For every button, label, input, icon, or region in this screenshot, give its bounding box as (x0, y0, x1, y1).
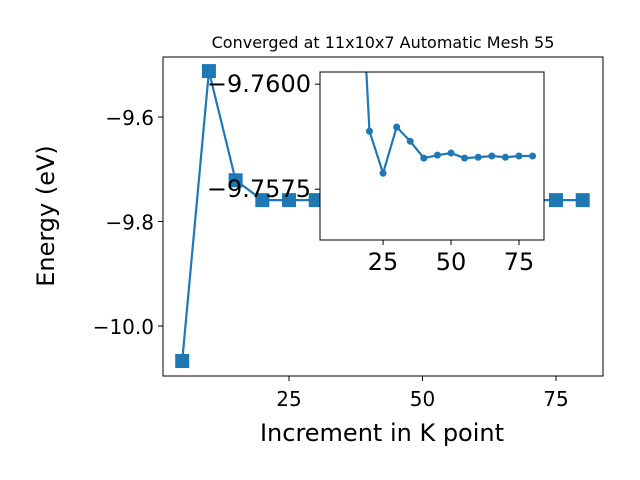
x-tick-label: 25 (276, 387, 301, 411)
axes-frame (162, 56, 604, 377)
marker (433, 151, 441, 159)
marker (175, 354, 190, 369)
marker (529, 152, 537, 160)
y-tick-label: −9.7575 (207, 175, 311, 203)
marker (228, 173, 243, 188)
x-tick-label: 25 (368, 248, 399, 276)
marker (549, 193, 564, 208)
marker (365, 127, 373, 135)
marker (406, 137, 414, 145)
axes-frame (319, 71, 545, 241)
marker (201, 64, 216, 79)
marker (515, 152, 523, 160)
marker (420, 154, 428, 162)
marker (461, 154, 469, 162)
y-axis-label: Energy (eV) (32, 145, 60, 287)
y-tick-label: −9.8 (105, 211, 154, 235)
marker (308, 193, 323, 208)
x-tick-label: 75 (543, 387, 568, 411)
x-axis-label: Increment in K point (260, 419, 504, 447)
chart-title: Converged at 11x10x7 Automatic Mesh 55 (212, 33, 555, 52)
y-tick-label: −10.0 (93, 315, 154, 339)
y-tick-label: −9.7600 (207, 70, 311, 98)
marker (282, 193, 297, 208)
y-tick-label: −9.6 (105, 106, 154, 130)
marker (393, 123, 401, 131)
plot-group (365, 72, 537, 177)
x-tick-label: 50 (410, 387, 435, 411)
x-tick-label: 75 (504, 248, 535, 276)
marker (447, 149, 455, 157)
x-tick-label: 50 (436, 248, 467, 276)
marker (488, 152, 496, 160)
marker (575, 193, 590, 208)
marker (255, 193, 270, 208)
marker (474, 153, 482, 161)
marker (379, 169, 387, 177)
marker (501, 153, 509, 161)
